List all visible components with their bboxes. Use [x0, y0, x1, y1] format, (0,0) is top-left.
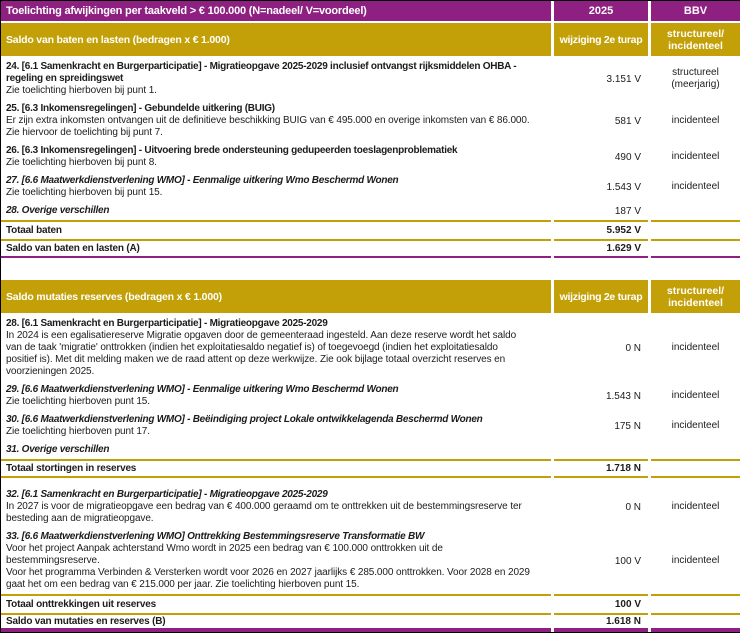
section1-col2-header: wijziging 2e turap [554, 23, 648, 56]
section2-col3-header: structureel/ incidenteel [651, 280, 740, 313]
row-title: 28. Overige verschillen [6, 205, 110, 216]
row-note: Zie hiervoor de toelichting bij punt 7. [6, 127, 163, 138]
table-row: 28. [6.1 Samenkracht en Burgerparticipat… [1, 315, 740, 381]
row-description: In 2024 is een egalisatiereserve Migrati… [6, 330, 517, 341]
total-value: 1.718 N [554, 459, 648, 478]
row-bbv: incidenteel [671, 390, 720, 401]
row-description: positief is). Met dit melding maken we d… [6, 354, 506, 365]
row-bbv: incidenteel [671, 501, 720, 512]
row-bbv: incidenteel [671, 420, 720, 431]
row-value: 0 N [625, 342, 641, 354]
row-description: In 2027 is voor de migratieopgave een be… [6, 501, 522, 512]
saldo-value: 1.618 N [554, 613, 648, 632]
section1-col3-header: structureel/ incidenteel [651, 23, 740, 56]
total-value: 100 V [554, 594, 648, 613]
row-title: regeling en spreidingswet [6, 73, 124, 84]
row-description: van de taak 'migratie' onttrokken (indie… [6, 342, 498, 353]
row-value: 187 V [614, 205, 641, 217]
total-label: Totaal baten [1, 220, 551, 239]
total-label: Totaal stortingen in reserves [1, 459, 551, 478]
row-note: Zie toelichting hierboven bij punt 1. [6, 85, 157, 96]
row-value: 100 V [614, 555, 641, 567]
row-description: Er zijn extra inkomsten ontvangen uit de… [6, 115, 530, 126]
saldo-label: Saldo van mutaties en reserves (B) [1, 613, 551, 632]
row-value: 1.543 V [606, 181, 641, 193]
table-row: 31. Overige verschillen [1, 441, 740, 459]
section-gap [1, 258, 740, 280]
table-row: 28. Overige verschillen 187 V [1, 202, 740, 220]
table-row: 27. [6.6 Maatwerkdienstverlening WMO] - … [1, 172, 740, 202]
section2-col2-header: wijziging 2e turap [554, 280, 648, 313]
row-title: 28. [6.1 Samenkracht en Burgerparticipat… [6, 318, 328, 329]
section1-header-row: Saldo van baten en lasten (bedragen x € … [1, 23, 740, 56]
bbv-column-header: BBV [651, 1, 740, 21]
total-row: Totaal baten 5.952 V [1, 220, 740, 239]
section2-title: Saldo mutaties reserves (bedragen x € 1.… [1, 280, 551, 313]
row-value: 1.543 N [605, 390, 641, 402]
total-row: Totaal stortingen in reserves 1.718 N [1, 459, 740, 478]
saldo-label: Saldo van baten en lasten (A) [1, 239, 551, 258]
section-gap [1, 478, 740, 486]
row-note: Zie toelichting hierboven bij punt 8. [6, 157, 157, 168]
saldo-row: Saldo van baten en lasten (A) 1.629 V [1, 239, 740, 258]
row-note: Zie toelichting hierboven bij punt 15. [6, 187, 163, 198]
column-gap [648, 1, 651, 21]
table-row: 29. [6.6 Maatwerkdienstverlening WMO] - … [1, 381, 740, 411]
row-bbv: incidenteel [671, 151, 720, 162]
row-value: 581 V [614, 115, 641, 127]
section2-header-row: Saldo mutaties reserves (bedragen x € 1.… [1, 280, 740, 313]
total-row: Totaal onttrekkingen uit reserves 100 V [1, 594, 740, 613]
row-note: Zie toelichting hierboven punt 17. [6, 426, 150, 437]
row-note: Zie toelichting hierboven punt 15. [6, 396, 150, 407]
row-bbv: structureel (meerjarig) [671, 67, 720, 90]
table-row: 32. [6.1 Samenkracht en Burgerparticipat… [1, 486, 740, 528]
row-bbv: incidenteel [671, 342, 720, 353]
column-gap [551, 1, 554, 21]
row-value: 175 N [614, 420, 641, 432]
row-value: 490 V [614, 151, 641, 163]
table-row: 26. [6.3 Inkomensregelingen] - Uitvoerin… [1, 142, 740, 172]
row-title: 24. [6.1 Samenkracht en Burgerparticipat… [6, 61, 517, 72]
row-description: besteding aan de migratieopgave. [6, 513, 154, 524]
section1-title: Saldo van baten en lasten (bedragen x € … [1, 23, 551, 56]
row-description: gaat het om een bedrag van € 215.000 per… [6, 579, 360, 590]
row-description: voorzieningen 2025. [6, 366, 95, 377]
table-title-row: Toelichting afwijkingen per taakveld > €… [1, 1, 740, 21]
row-value: 3.151 V [606, 73, 641, 85]
row-description: Voor het programma Verbinden & Versterke… [6, 567, 530, 578]
saldo-value: 1.629 V [554, 239, 648, 258]
row-title: 32. [6.1 Samenkracht en Burgerparticipat… [6, 489, 328, 500]
total-value: 5.952 V [554, 220, 648, 239]
row-description: bestemmingsreserve. [6, 555, 100, 566]
total-label: Totaal onttrekkingen uit reserves [1, 594, 551, 613]
table-row: 33. [6.6 Maatwerkdienstverlening WMO] On… [1, 528, 740, 594]
year-column-header: 2025 [554, 1, 648, 21]
table-row: 30. [6.6 Maatwerkdienstverlening WMO] - … [1, 411, 740, 441]
row-title: 29. [6.6 Maatwerkdienstverlening WMO] - … [6, 384, 399, 395]
row-title: 30. [6.6 Maatwerkdienstverlening WMO] - … [6, 414, 483, 425]
row-title: 31. Overige verschillen [6, 444, 110, 455]
row-title: 33. [6.6 Maatwerkdienstverlening WMO] On… [6, 531, 425, 542]
row-bbv: incidenteel [671, 181, 720, 192]
row-title: 27. [6.6 Maatwerkdienstverlening WMO] - … [6, 175, 399, 186]
table-row: 25. [6.3 Inkomensregelingen] - Gebundeld… [1, 100, 740, 142]
row-description: Voor het project Aanpak achterstand Wmo … [6, 543, 443, 554]
saldo-row: Saldo van mutaties en reserves (B) 1.618… [1, 613, 740, 632]
table-title: Toelichting afwijkingen per taakveld > €… [1, 1, 551, 21]
row-bbv: incidenteel [671, 555, 720, 566]
row-title: 25. [6.3 Inkomensregelingen] - Gebundeld… [6, 103, 275, 114]
row-title: 26. [6.3 Inkomensregelingen] - Uitvoerin… [6, 145, 458, 156]
table-row: 24. [6.1 Samenkracht en Burgerparticipat… [1, 58, 740, 100]
row-bbv: incidenteel [671, 115, 720, 126]
row-value: 0 N [625, 501, 641, 513]
